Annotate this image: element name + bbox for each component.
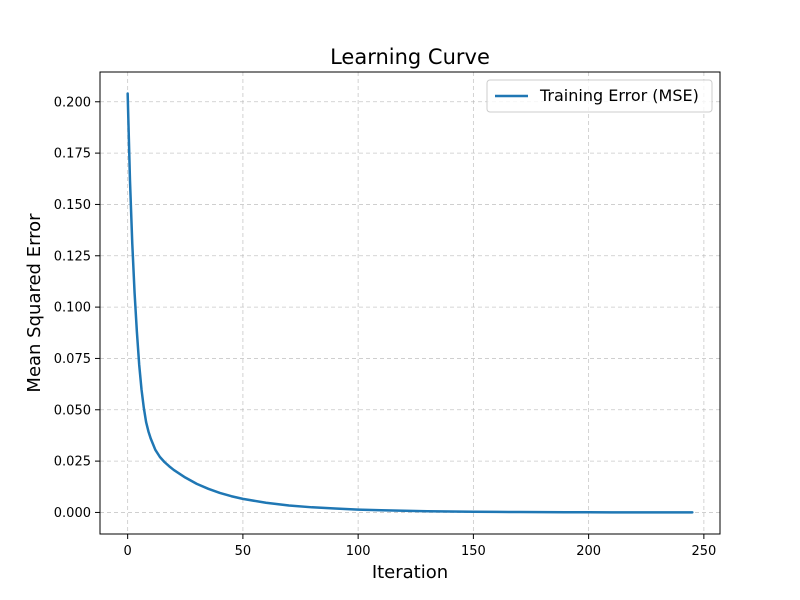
x-tick-label: 100: [346, 544, 371, 559]
plot-area-background: [100, 72, 720, 534]
y-tick-label: 0.025: [54, 455, 91, 470]
x-axis-ticks: 0 50 100 150 200 250: [124, 534, 716, 559]
series-lines: [126, 92, 694, 514]
y-tick-label: 0.175: [54, 147, 91, 162]
legend-box: [486, 79, 713, 113]
x-tick-label: 200: [576, 544, 601, 559]
y-tick-label: 0.100: [54, 301, 91, 316]
x-tick-label: 150: [461, 544, 486, 559]
x-tick-label: 0: [124, 544, 132, 559]
y-tick-label: 0.150: [54, 198, 91, 213]
y-tick-label: 0.050: [54, 403, 91, 418]
y-tick-label: 0.200: [54, 95, 91, 110]
x-tick-label: 250: [691, 544, 716, 559]
legend: Training Error (MSE): [486, 79, 713, 113]
chart-title: Learning Curve: [330, 45, 490, 69]
plot-frame: [99, 71, 721, 535]
x-tick-label: 50: [235, 544, 252, 559]
x-axis-label: Iteration: [372, 562, 448, 583]
legend-label-training-error: Training Error (MSE): [539, 86, 699, 105]
y-tick-label: 0.000: [54, 506, 91, 521]
y-tick-label: 0.075: [54, 352, 91, 367]
series-line-training-error: [126, 92, 694, 514]
y-axis-label: Mean Squared Error: [24, 213, 45, 393]
grid-lines: [100, 72, 720, 534]
y-tick-label: 0.125: [54, 249, 91, 264]
y-axis-ticks: 0.000 0.025 0.050 0.075 0.100 0.125 0.150 0.175…: [54, 95, 100, 521]
